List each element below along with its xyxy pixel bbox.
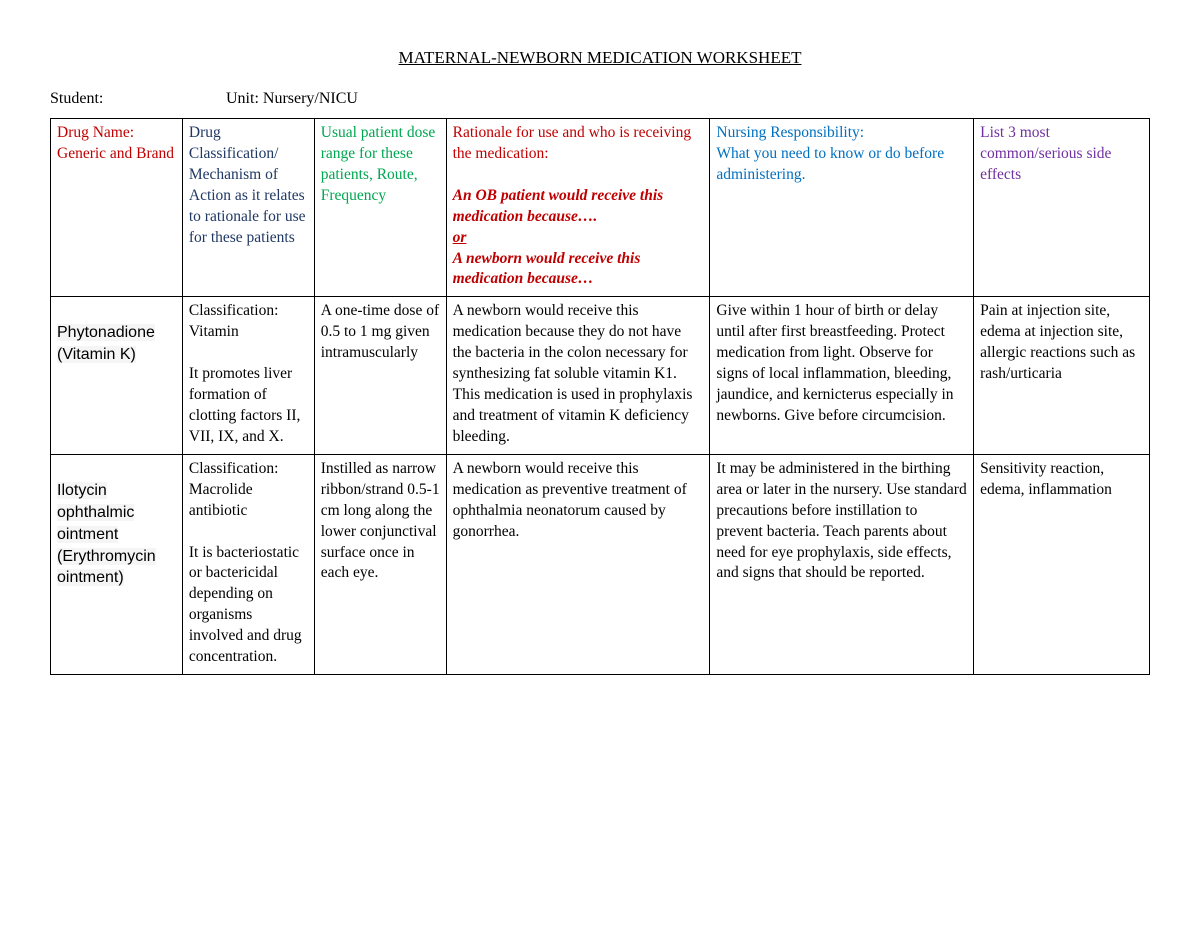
- student-label: Student:: [50, 90, 222, 108]
- cell-nursing: It may be administered in the birthing a…: [710, 454, 974, 674]
- cell-drug: Ilotycin ophthalmic ointment (Erythromyc…: [51, 454, 183, 674]
- cell-side: Pain at injection site, edema at injecti…: [974, 297, 1150, 454]
- col-header-classification: Drug Classification/ Mechanism of Action…: [182, 119, 314, 297]
- col-header-rationale-newborn: A newborn would receive this medication …: [453, 249, 704, 291]
- cell-classification: Classification: Macrolide antibiotic It …: [182, 454, 314, 674]
- cell-classification: Classification: Vitamin It promotes live…: [182, 297, 314, 454]
- class-b-text: It is bacteriostatic or bactericidal dep…: [189, 543, 308, 669]
- table-header-row: Drug Name: Generic and Brand Drug Classi…: [51, 119, 1150, 297]
- col-header-dose: Usual patient dose range for these patie…: [314, 119, 446, 297]
- cell-rationale: A newborn would receive this medication …: [446, 297, 710, 454]
- meta-line: Student: Unit: Nursery/NICU: [50, 90, 1150, 108]
- drug-name-text: Ilotycin ophthalmic ointment (Erythromyc…: [57, 482, 156, 587]
- class-a-text: Classification: Macrolide antibiotic: [189, 459, 308, 522]
- medication-table: Drug Name: Generic and Brand Drug Classi…: [50, 118, 1150, 675]
- col-header-rationale-ob: An OB patient would receive this medicat…: [453, 186, 704, 228]
- page-title: MATERNAL-NEWBORN MEDICATION WORKSHEET: [50, 48, 1150, 68]
- drug-name-text: Phytonadione (Vitamin K): [57, 324, 155, 363]
- cell-drug: Phytonadione (Vitamin K): [51, 297, 183, 454]
- col-header-nursing-b: What you need to know or do before admin…: [716, 144, 967, 186]
- col-header-side: List 3 most common/serious side effects: [974, 119, 1150, 297]
- col-header-rationale: Rationale for use and who is receiving t…: [446, 119, 710, 297]
- col-header-nursing-a: Nursing Responsibility:: [716, 124, 864, 141]
- cell-rationale: A newborn would receive this medication …: [446, 454, 710, 674]
- table-row: Ilotycin ophthalmic ointment (Erythromyc…: [51, 454, 1150, 674]
- col-header-drug: Drug Name: Generic and Brand: [51, 119, 183, 297]
- cell-dose: A one-time dose of 0.5 to 1 mg given int…: [314, 297, 446, 454]
- col-header-rationale-main: Rationale for use and who is receiving t…: [453, 123, 704, 165]
- col-header-rationale-or: or: [453, 229, 467, 246]
- cell-nursing: Give within 1 hour of birth or delay unt…: [710, 297, 974, 454]
- col-header-nursing: Nursing Responsibility: What you need to…: [710, 119, 974, 297]
- table-row: Phytonadione (Vitamin K) Classification:…: [51, 297, 1150, 454]
- cell-dose: Instilled as narrow ribbon/strand 0.5-1 …: [314, 454, 446, 674]
- unit-label: Unit: Nursery/NICU: [226, 90, 358, 107]
- class-a-text: Classification: Vitamin: [189, 301, 308, 343]
- cell-side: Sensitivity reaction, edema, inflammatio…: [974, 454, 1150, 674]
- class-b-text: It promotes liver formation of clotting …: [189, 364, 308, 448]
